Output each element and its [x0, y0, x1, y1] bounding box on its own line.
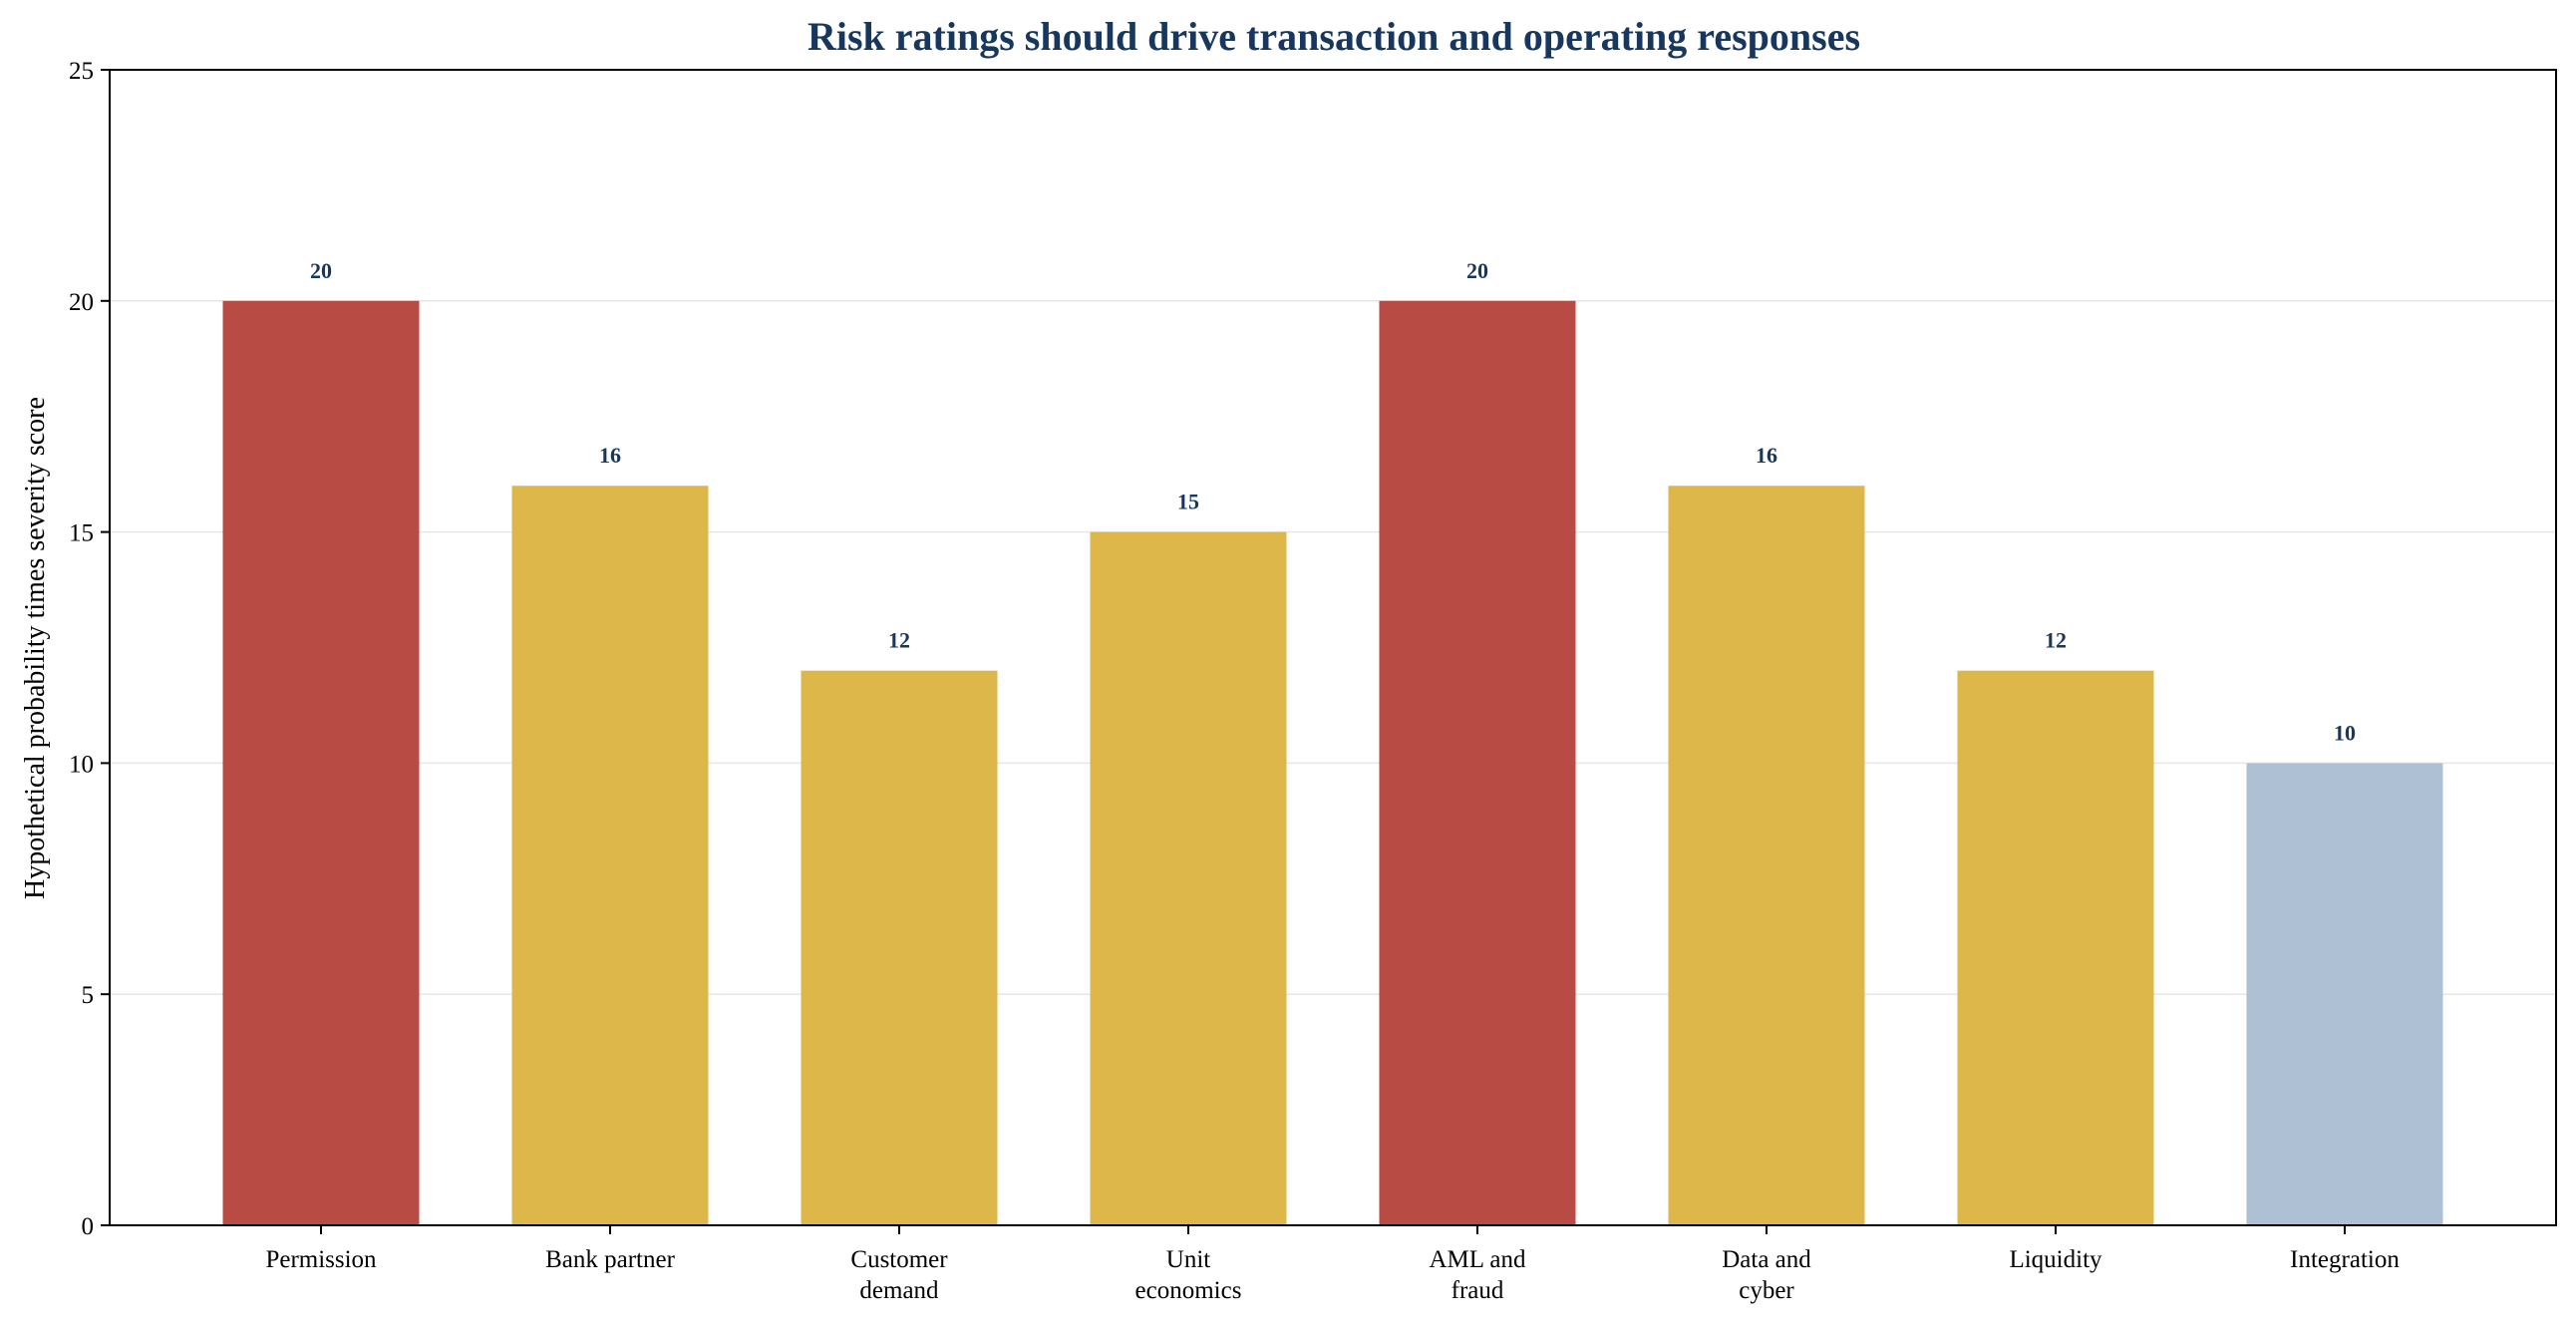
data-label: 20 — [1466, 258, 1488, 283]
x-tick-label-line: Customer — [850, 1246, 948, 1273]
x-tick-label-line: cyber — [1739, 1277, 1794, 1304]
y-tick-label: 0 — [82, 1213, 95, 1240]
bar — [1668, 486, 1865, 1225]
x-tick-label: AML and fraud — [1430, 1246, 1526, 1304]
x-tick-label-line: Bank partner — [545, 1246, 675, 1273]
x-axis-ticks: Permission Bank partner Customer demand Unit… — [265, 1225, 2400, 1304]
x-tick-label: Unit economics — [1135, 1246, 1242, 1304]
x-tick-label: Liquidity — [2009, 1246, 2102, 1273]
data-label: 15 — [1177, 490, 1199, 514]
plot-frame — [109, 69, 2557, 1226]
bar — [1379, 300, 1576, 1225]
x-tick-label-line: demand — [859, 1277, 939, 1304]
data-label: 16 — [599, 443, 621, 468]
data-label: 16 — [1756, 443, 1777, 468]
y-axis-ticks: 0 5 10 15 20 25 — [69, 58, 110, 1240]
data-label: 20 — [310, 258, 332, 283]
x-tick-label: Permission — [265, 1246, 377, 1273]
x-tick-label-line: Data and — [1722, 1246, 1811, 1273]
y-axis-label: Hypothetical probability times severity … — [20, 397, 51, 899]
x-tick-label-line: fraud — [1451, 1277, 1504, 1304]
bar — [801, 670, 998, 1225]
y-tick-label: 25 — [69, 58, 94, 85]
x-tick-label-line: Liquidity — [2009, 1246, 2102, 1273]
y-tick-label: 10 — [69, 751, 94, 778]
x-tick-label-line: Integration — [2290, 1246, 2400, 1273]
data-label: 12 — [888, 628, 910, 653]
bar — [222, 300, 420, 1225]
bar — [1957, 670, 2154, 1225]
chart-title: Risk ratings should drive transaction an… — [807, 14, 1860, 59]
y-tick-label: 15 — [69, 520, 94, 547]
x-tick-label-line: Permission — [265, 1246, 377, 1273]
x-tick-label: Customer demand — [850, 1246, 948, 1304]
x-tick-label: Bank partner — [545, 1246, 675, 1273]
data-labels: 20 16 12 15 20 16 12 10 — [310, 258, 2356, 746]
x-tick-label: Data and cyber — [1722, 1246, 1811, 1304]
y-tick-label: 20 — [69, 289, 94, 316]
x-tick-label-line: Unit — [1166, 1246, 1211, 1273]
y-tick-label: 5 — [82, 982, 95, 1009]
data-label: 12 — [2045, 628, 2067, 653]
x-tick-label-line: AML and — [1430, 1246, 1526, 1273]
bar — [1090, 531, 1287, 1225]
x-tick-label: Integration — [2290, 1246, 2400, 1273]
grid-lines — [110, 300, 2556, 995]
x-tick-label-line: economics — [1135, 1277, 1242, 1304]
bar — [2246, 763, 2443, 1225]
data-label: 10 — [2334, 720, 2356, 745]
bars — [222, 300, 2443, 1225]
bar — [511, 486, 709, 1225]
